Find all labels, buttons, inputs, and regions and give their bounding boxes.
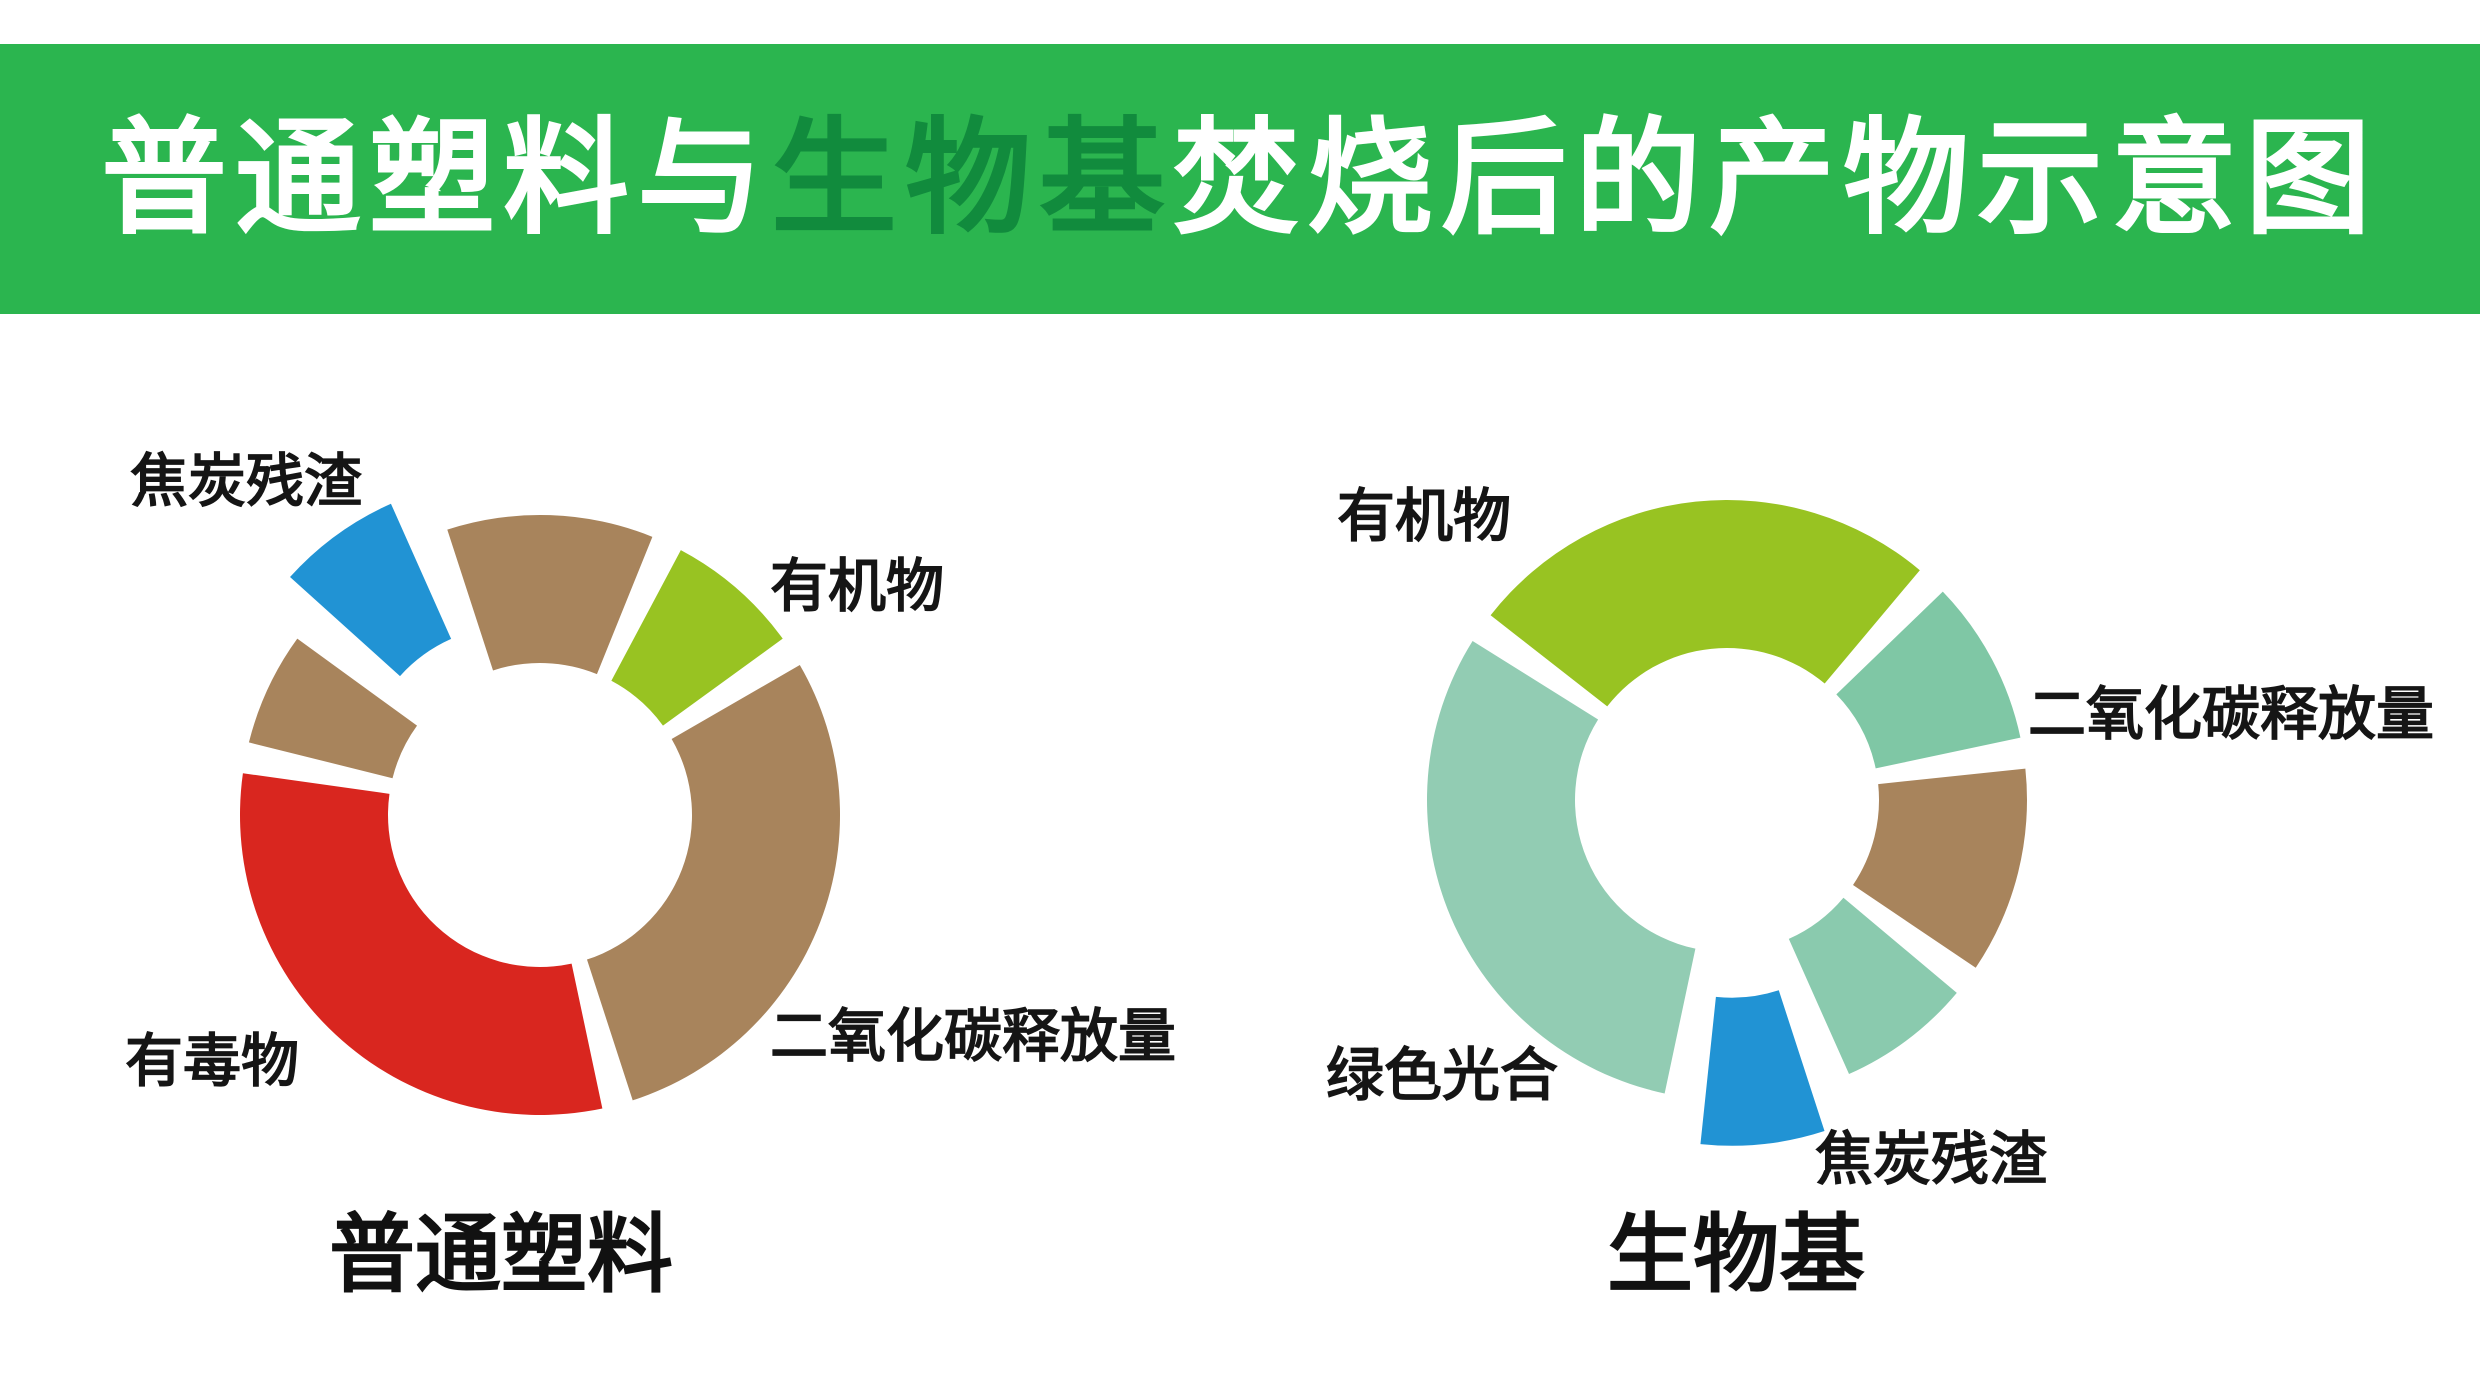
label-left-toxic-matter: 有毒物 xyxy=(125,1029,300,1094)
donut-slice-co2-segment-top xyxy=(447,514,653,675)
label-left-coke-residue: 焦炭残渣 xyxy=(130,449,363,514)
donut-slice-organic-matter xyxy=(1490,500,1920,707)
label-right-co2-emission: 二氧化碳释放量 xyxy=(2028,682,2435,747)
donut-chart-bio-based xyxy=(1427,500,2028,1146)
donut-slice-green-photosynthesis xyxy=(1427,641,1696,1094)
title-segment-highlight: 生物基 xyxy=(771,108,1173,249)
donut-slice-co2-segment-left xyxy=(248,638,418,779)
chart-title-ordinary-plastic: 普通塑料 xyxy=(329,1207,673,1303)
chart-title-bio-based: 生物基 xyxy=(1607,1207,1865,1303)
donut-slice-brown-segment xyxy=(1853,768,2028,968)
label-right-coke-residue: 焦炭残渣 xyxy=(1815,1127,2048,1192)
donut-slice-teal-segment xyxy=(1788,897,1957,1075)
donut-slice-co2-emission xyxy=(1836,591,2021,769)
page-title: 普通塑料与生物基焚烧后的产物示意图 xyxy=(101,116,2379,242)
title-segment-plain-2: 焚烧后的产物示意图 xyxy=(1173,108,2379,249)
label-left-co2-emission: 二氧化碳释放量 xyxy=(770,1004,1177,1069)
donut-slice-toxic-matter xyxy=(240,773,603,1115)
label-right-green-photosynthesis: 绿色光合 xyxy=(1326,1043,1559,1108)
donut-slice-coke-residue xyxy=(290,503,452,677)
donut-slice-organic-matter xyxy=(611,550,783,726)
title-banner: 普通塑料与生物基焚烧后的产物示意图 xyxy=(0,44,2480,314)
label-left-organic-matter: 有机物 xyxy=(770,554,945,619)
donut-chart-ordinary-plastic xyxy=(240,503,841,1115)
donut-slice-coke-residue xyxy=(1700,990,1825,1146)
title-segment-plain-1: 普通塑料与 xyxy=(101,108,771,249)
donut-slice-co2-emission xyxy=(586,665,841,1101)
label-right-organic-matter: 有机物 xyxy=(1337,484,1512,549)
